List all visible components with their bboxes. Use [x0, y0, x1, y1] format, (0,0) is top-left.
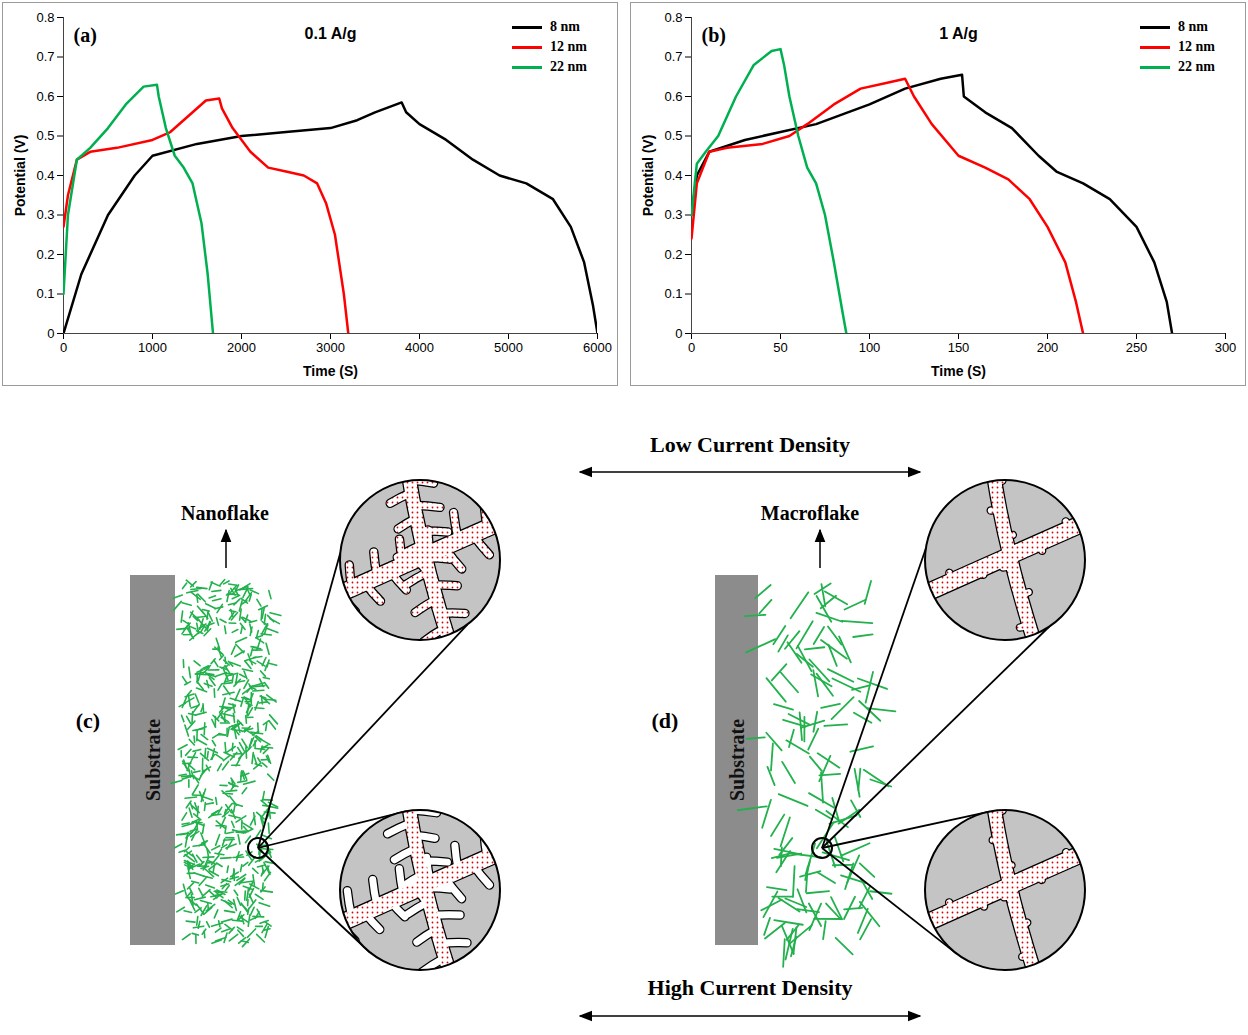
svg-text:(d): (d): [652, 708, 679, 733]
svg-text:2000: 2000: [227, 340, 256, 355]
svg-text:100: 100: [859, 340, 881, 355]
svg-text:1000: 1000: [138, 340, 167, 355]
svg-text:1 A/g: 1 A/g: [939, 25, 978, 42]
svg-text:5000: 5000: [494, 340, 523, 355]
svg-text:Time (S): Time (S): [303, 363, 358, 379]
svg-text:(a): (a): [74, 24, 97, 47]
svg-text:(b): (b): [702, 24, 726, 47]
svg-text:(c): (c): [76, 708, 100, 733]
svg-text:6000: 6000: [583, 340, 612, 355]
html-text:8 nm: 8 nm: [550, 19, 580, 34]
html-text:22 nm: 22 nm: [1178, 59, 1215, 74]
svg-text:0.4: 0.4: [36, 168, 54, 183]
svg-text:200: 200: [1037, 340, 1059, 355]
svg-text:Substrate: Substrate: [726, 719, 748, 801]
svg-text:0: 0: [675, 326, 682, 341]
svg-text:0.8: 0.8: [664, 10, 682, 25]
svg-text:0.1: 0.1: [36, 286, 54, 301]
svg-text:0.3: 0.3: [664, 207, 682, 222]
svg-text:0.7: 0.7: [664, 49, 682, 64]
svg-text:50: 50: [773, 340, 787, 355]
svg-text:0.6: 0.6: [664, 89, 682, 104]
svg-text:0.5: 0.5: [664, 128, 682, 143]
html-text:22 nm: 22 nm: [550, 59, 587, 74]
svg-text:0.1: 0.1: [664, 286, 682, 301]
svg-text:High Current Density: High Current Density: [648, 975, 853, 1000]
svg-text:3000: 3000: [316, 340, 345, 355]
svg-text:0.8: 0.8: [36, 10, 54, 25]
svg-text:0.3: 0.3: [36, 207, 54, 222]
svg-text:0: 0: [47, 326, 54, 341]
svg-text:250: 250: [1126, 340, 1148, 355]
html-text:12 nm: 12 nm: [1178, 39, 1215, 54]
svg-text:150: 150: [948, 340, 970, 355]
svg-text:Potential (V): Potential (V): [640, 135, 656, 217]
svg-text:Nanoflake: Nanoflake: [181, 502, 269, 524]
html-text:12 nm: 12 nm: [550, 39, 587, 54]
svg-text:0.2: 0.2: [664, 247, 682, 262]
svg-text:0.4: 0.4: [664, 168, 682, 183]
svg-text:Low Current Density: Low Current Density: [650, 432, 850, 457]
svg-text:0.5: 0.5: [36, 128, 54, 143]
svg-text:0.2: 0.2: [36, 247, 54, 262]
svg-text:0.1 A/g: 0.1 A/g: [305, 25, 357, 42]
html-text:8 nm: 8 nm: [1178, 19, 1208, 34]
svg-text:0: 0: [60, 340, 67, 355]
svg-text:0: 0: [688, 340, 695, 355]
svg-text:Potential (V): Potential (V): [12, 135, 28, 217]
svg-text:300: 300: [1215, 340, 1237, 355]
svg-text:Substrate: Substrate: [142, 719, 164, 801]
svg-text:4000: 4000: [405, 340, 434, 355]
svg-text:0.6: 0.6: [36, 89, 54, 104]
svg-text:Macroflake: Macroflake: [761, 502, 860, 524]
svg-text:0.7: 0.7: [36, 49, 54, 64]
svg-text:Time (S): Time (S): [931, 363, 986, 379]
